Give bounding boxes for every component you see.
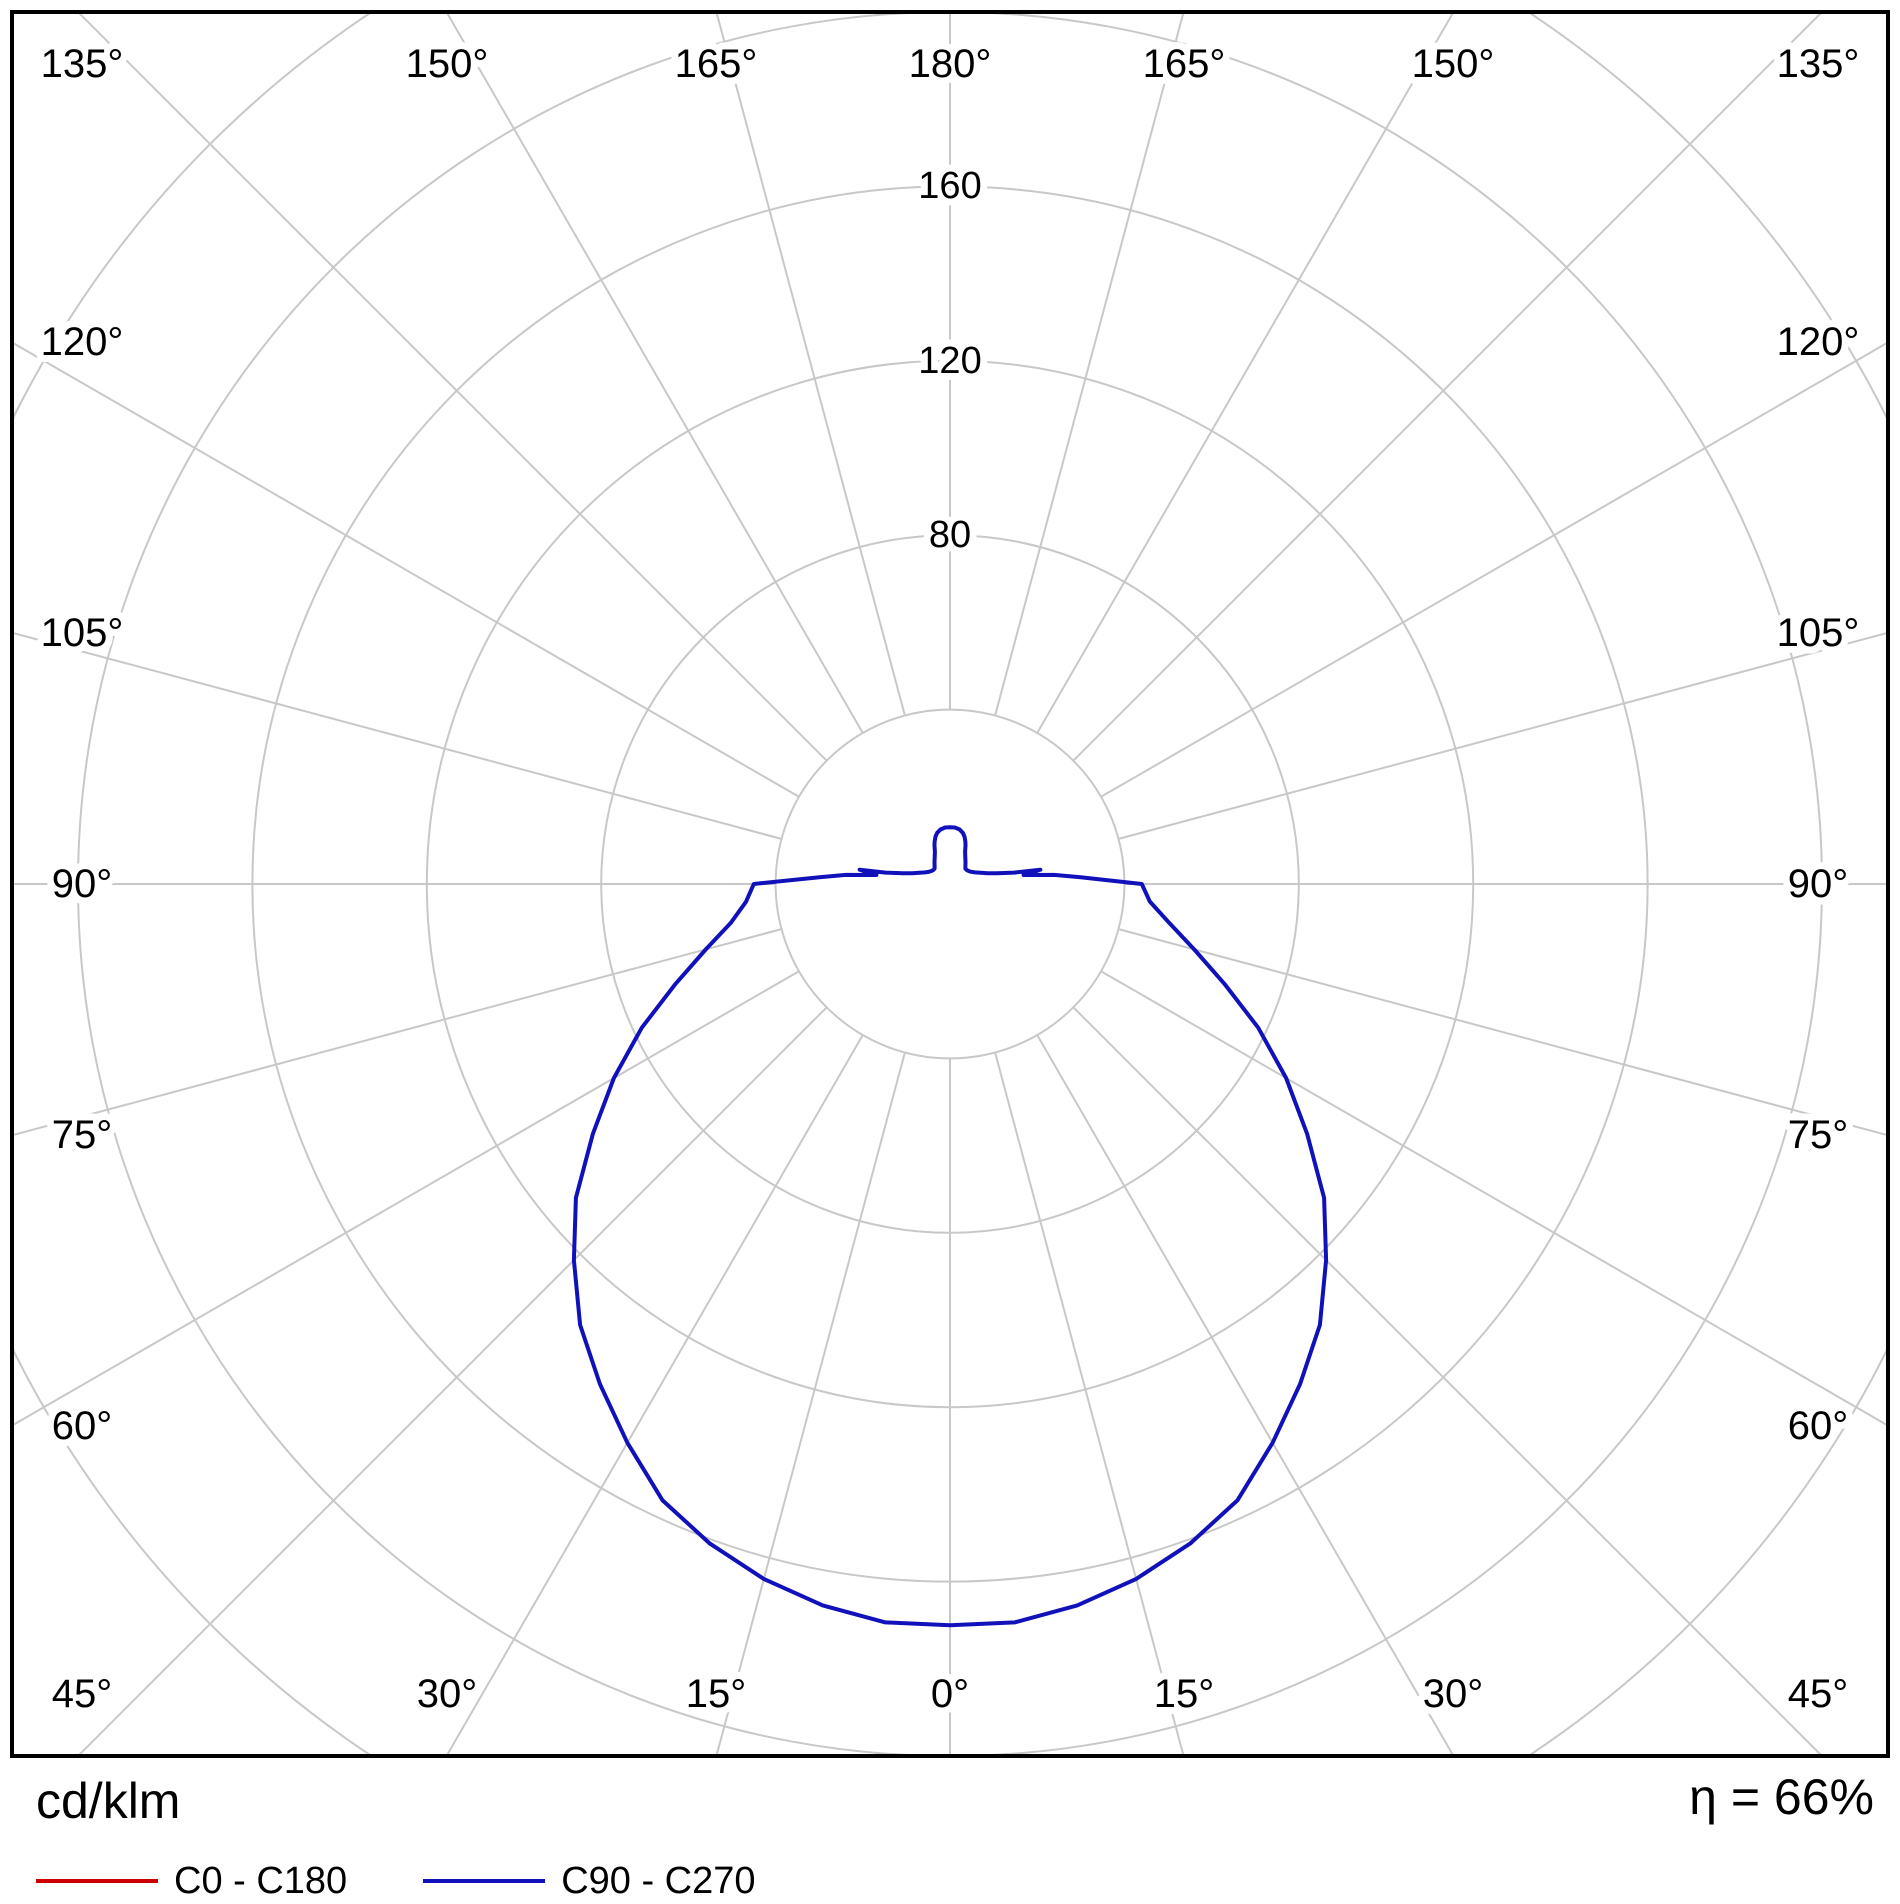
legend-line-c0-c180 [36, 1879, 158, 1883]
angle-label: 120° [41, 320, 124, 364]
angle-label: 150° [406, 42, 489, 86]
angle-label: 165° [1143, 42, 1226, 86]
angle-label: 165° [675, 42, 758, 86]
angle-label: 135° [1777, 42, 1860, 86]
angle-label: 75° [52, 1113, 113, 1157]
ring-label: 120 [918, 340, 981, 382]
units-label: cd/klm [36, 1772, 180, 1830]
legend-label-c90-c270: C90 - C270 [561, 1860, 755, 1903]
angle-label: 15° [686, 1672, 747, 1716]
angle-label: 0° [931, 1672, 969, 1716]
angle-label: 45° [52, 1672, 113, 1716]
angle-label: 75° [1788, 1113, 1849, 1157]
angle-label: 90° [1788, 862, 1849, 906]
angle-label: 60° [1788, 1404, 1849, 1448]
angle-label: 30° [417, 1672, 478, 1716]
angle-label: 15° [1154, 1672, 1215, 1716]
angle-label: 135° [41, 42, 124, 86]
angle-label: 105° [1777, 611, 1860, 655]
ring-label: 160 [918, 165, 981, 207]
angle-label: 180° [909, 42, 992, 86]
angle-label: 90° [52, 862, 113, 906]
angle-label: 30° [1423, 1672, 1484, 1716]
angle-label: 45° [1788, 1672, 1849, 1716]
ring-label: 80 [929, 514, 971, 556]
legend-label-c0-c180: C0 - C180 [174, 1860, 347, 1903]
angle-label: 120° [1777, 320, 1860, 364]
angle-label: 150° [1412, 42, 1495, 86]
efficiency-label: η = 66% [1689, 1768, 1874, 1826]
legend-line-c90-c270 [423, 1879, 545, 1883]
angle-label: 60° [52, 1404, 113, 1448]
angle-label: 105° [41, 611, 124, 655]
legend: C0 - C180 C90 - C270 [36, 1858, 756, 1904]
